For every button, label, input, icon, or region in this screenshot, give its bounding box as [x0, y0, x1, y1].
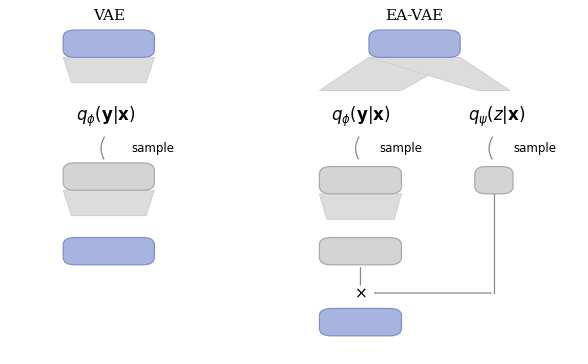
Text: $\hat{\mathbf{x}}$: $\hat{\mathbf{x}}$ — [353, 310, 368, 334]
FancyBboxPatch shape — [369, 30, 460, 57]
Polygon shape — [369, 57, 510, 90]
Polygon shape — [319, 194, 402, 219]
Text: $\mathbf{f(y)}$: $\mathbf{f(y)}$ — [342, 240, 379, 262]
Text: $q_\phi(\mathbf{y}|\mathbf{x})$: $q_\phi(\mathbf{y}|\mathbf{x})$ — [76, 104, 136, 128]
Text: $\mathbf{x}$: $\mathbf{x}$ — [101, 34, 116, 54]
Text: EA-VAE: EA-VAE — [385, 9, 444, 23]
Polygon shape — [64, 190, 154, 215]
Text: $\hat{\mathbf{x}}$: $\hat{\mathbf{x}}$ — [101, 240, 116, 263]
Polygon shape — [319, 57, 460, 90]
Text: sample: sample — [513, 142, 556, 155]
Polygon shape — [64, 57, 154, 83]
Text: $\times$: $\times$ — [354, 285, 367, 301]
FancyBboxPatch shape — [319, 308, 402, 336]
FancyBboxPatch shape — [319, 166, 402, 194]
FancyBboxPatch shape — [64, 163, 154, 190]
FancyBboxPatch shape — [475, 166, 513, 194]
Text: $\mathbf{y}$: $\mathbf{y}$ — [353, 170, 368, 190]
Text: VAE: VAE — [93, 9, 125, 23]
FancyBboxPatch shape — [319, 237, 402, 265]
FancyBboxPatch shape — [64, 237, 154, 265]
Text: sample: sample — [380, 142, 423, 155]
Text: sample: sample — [131, 142, 174, 155]
FancyBboxPatch shape — [64, 30, 154, 57]
Text: $q_\phi(\mathbf{y}|\mathbf{x})$: $q_\phi(\mathbf{y}|\mathbf{x})$ — [330, 104, 390, 128]
Text: $\mathbf{x}$: $\mathbf{x}$ — [407, 34, 422, 54]
Text: $q_\psi(z|\mathbf{x})$: $q_\psi(z|\mathbf{x})$ — [468, 104, 526, 128]
Text: $\mathbf{y}$: $\mathbf{y}$ — [101, 167, 116, 186]
Text: $z$: $z$ — [489, 171, 499, 189]
